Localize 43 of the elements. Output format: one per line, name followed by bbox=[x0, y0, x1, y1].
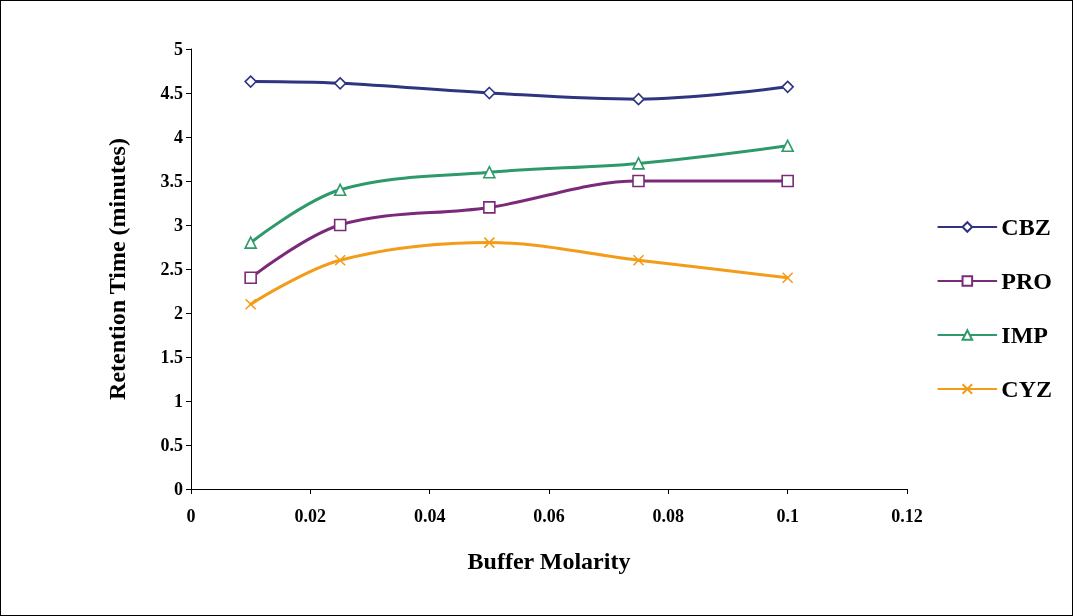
x-tick-label: 0.06 bbox=[533, 506, 565, 526]
y-tick-label: 4.5 bbox=[160, 83, 183, 103]
y-tick-label: 3 bbox=[174, 215, 183, 235]
point bbox=[333, 77, 347, 90]
legend-label: CBZ bbox=[1001, 214, 1051, 240]
y-tick-label: 1 bbox=[174, 391, 183, 411]
y-tick-label: 0.5 bbox=[160, 435, 183, 455]
point bbox=[244, 75, 257, 88]
x-tick-label: 0.04 bbox=[413, 506, 446, 526]
y-tick-label: 4 bbox=[174, 127, 183, 147]
point bbox=[483, 86, 496, 100]
point bbox=[632, 174, 645, 188]
point bbox=[334, 254, 346, 266]
point bbox=[781, 174, 794, 188]
y-tick-label: 5 bbox=[174, 39, 183, 59]
y-tick-label: 1.5 bbox=[160, 347, 183, 367]
x-tick-label: 0.12 bbox=[891, 506, 923, 526]
point bbox=[781, 139, 794, 153]
point bbox=[244, 271, 257, 285]
x-axis-title: Buffer Molarity bbox=[467, 548, 631, 574]
point bbox=[333, 218, 347, 232]
point bbox=[632, 254, 645, 266]
point bbox=[333, 183, 347, 197]
y-tick-label: 0 bbox=[174, 479, 183, 499]
point bbox=[483, 165, 496, 179]
x-tick-label: 0.02 bbox=[294, 506, 327, 526]
y-tick-label: 2.5 bbox=[160, 259, 183, 279]
point bbox=[483, 236, 496, 249]
point bbox=[632, 157, 645, 170]
y-tick-label: 3.5 bbox=[160, 171, 183, 191]
point bbox=[632, 92, 645, 106]
legend-label: IMP bbox=[1001, 322, 1048, 348]
y-axis-title: Retention Time (minutes) bbox=[104, 138, 130, 400]
x-tick-label: 0.1 bbox=[776, 506, 799, 526]
point bbox=[781, 80, 794, 94]
point bbox=[244, 236, 257, 249]
x-tick-label: 0.08 bbox=[652, 506, 685, 526]
point bbox=[244, 298, 257, 310]
legend-label: CYZ bbox=[1001, 376, 1052, 402]
point bbox=[781, 272, 794, 284]
legend-label: PRO bbox=[1001, 268, 1052, 294]
point bbox=[483, 201, 496, 214]
y-tick-label: 2 bbox=[174, 303, 183, 323]
